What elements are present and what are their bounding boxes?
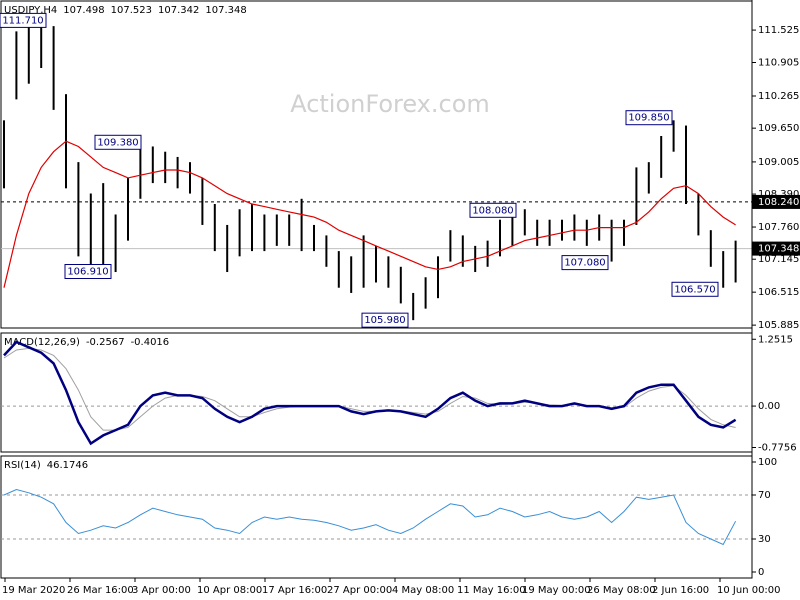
y-tick-label: 0.00 (758, 401, 780, 412)
price-label: 107.348 (758, 244, 799, 255)
x-tick-label: 10 Apr 08:00 (197, 585, 262, 596)
indicator-name: MACD(12,26,9) (4, 337, 80, 348)
panel-header: RSI(14) 46.1746 (4, 460, 88, 471)
y-tick-label: 110.905 (758, 58, 799, 69)
y-tick-label: 109.005 (758, 157, 799, 168)
y-tick-label: 106.515 (758, 287, 799, 298)
x-tick-label: 19 May 00:00 (522, 585, 591, 596)
annotation-box (94, 134, 142, 150)
price-label-box (752, 241, 800, 256)
readout-value: 46.1746 (47, 460, 88, 471)
x-tick-label: 26 Mar 16:00 (67, 585, 134, 596)
annotation-box (64, 264, 112, 280)
line-series (3, 488, 737, 546)
y-tick-label: 107.145 (758, 254, 799, 265)
x-tick-label: 11 May 16:00 (457, 585, 526, 596)
y-tick-label: 70 (758, 490, 771, 501)
readout-value: 107.342 (158, 5, 199, 16)
panel-header: MACD(12,26,9) -0.2567 -0.4016 (4, 337, 169, 348)
readout-value: 107.498 (63, 5, 104, 16)
annotation-label: 108.080 (472, 205, 513, 216)
y-tick-label: 105.885 (758, 320, 799, 331)
annotation-box (625, 110, 673, 126)
y-tick-label: 111.525 (758, 25, 799, 36)
readout-value: -0.2567 (86, 337, 125, 348)
annotation-label: 106.570 (674, 284, 715, 295)
readout-value: 107.348 (205, 5, 246, 16)
annotation-label: 105.980 (364, 315, 405, 326)
x-tick-label: 10 Jun 00:00 (717, 585, 781, 596)
y-tick-label: 30 (758, 534, 771, 545)
annotation-label: 109.850 (628, 113, 669, 124)
x-tick-label: 17 Apr 16:00 (262, 585, 327, 596)
panel-header: USDJPY,H4 107.498 107.523 107.342 107.348 (4, 5, 247, 16)
y-tick-label: 107.760 (758, 222, 799, 233)
y-tick-label: 0 (758, 567, 764, 578)
y-tick-label: -0.7756 (758, 442, 797, 453)
x-tick-label: 3 Apr 00:00 (132, 585, 191, 596)
line-series (3, 340, 737, 446)
x-tick-label: 26 May 08:00 (587, 585, 656, 596)
y-tick-label: 110.265 (758, 91, 799, 102)
y-tick-label: 109.650 (758, 123, 799, 134)
x-tick-label: 4 May 08:00 (392, 585, 454, 596)
annotation-box (0, 12, 47, 28)
indicator-name: RSI(14) (4, 460, 41, 471)
level-label-box (752, 194, 800, 209)
x-tick-label: 2 Jun 16:00 (652, 585, 709, 596)
level-label: 108.240 (758, 197, 799, 208)
annotation-box (469, 202, 517, 218)
x-tick-label: 19 Mar 2020 (2, 585, 65, 596)
x-tick-label: 27 Apr 00:00 (327, 585, 392, 596)
annotation-box (561, 255, 609, 271)
line-series (3, 140, 736, 288)
annotation-label: 107.080 (564, 258, 605, 269)
annotation-label: 111.710 (2, 15, 43, 26)
annotation-box (361, 312, 409, 328)
y-tick-label: 108.390 (758, 189, 799, 200)
annotation-box (671, 281, 719, 297)
readout-value: 107.523 (111, 5, 152, 16)
annotation-label: 106.910 (67, 267, 108, 278)
annotation-label: 109.380 (97, 137, 138, 148)
y-tick-label: 1.2515 (758, 334, 793, 345)
readout-value: -0.4016 (131, 337, 170, 348)
watermark: ActionForex.com (290, 90, 490, 118)
indicator-name: USDJPY,H4 (4, 5, 57, 16)
y-tick-label: 100 (758, 457, 777, 468)
